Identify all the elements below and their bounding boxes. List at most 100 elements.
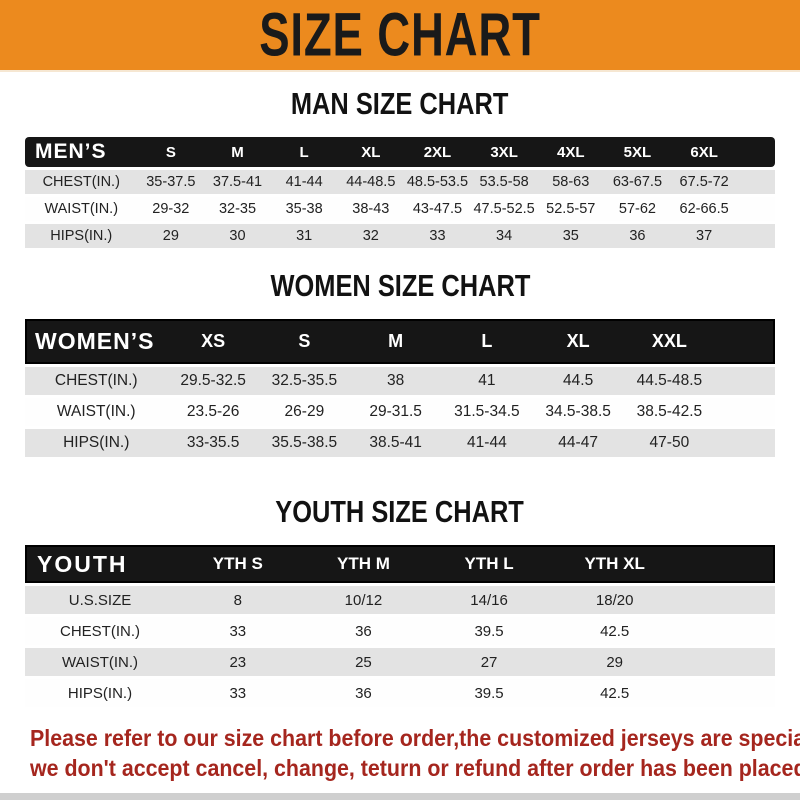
cell-value: 38.5-42.5 (636, 403, 703, 420)
cell-value: 29-32 (152, 201, 190, 217)
women-size-table: WOMEN’S XS S M L XL XXL CHEST(IN.) 29.5-32.5 32.5… (25, 316, 775, 460)
column-header: S (165, 143, 176, 161)
cell-value: 35-38 (285, 201, 323, 217)
cell-value: 23 (229, 653, 247, 671)
cell-value: 42.5 (600, 684, 630, 702)
cell-value: 67.5-72 (679, 174, 729, 190)
cell-value: 29.5-32.5 (180, 372, 246, 389)
cell-value: 42.5 (600, 622, 630, 640)
cell-value: 33 (229, 622, 247, 640)
banner-title: SIZE CHART (259, 0, 541, 70)
table-row: HIPS(IN.) 33-35.5 35.5-38.5 38.5-41 41-44 44-… (25, 429, 775, 457)
cell-value: 32.5-35.5 (271, 372, 338, 389)
spacer-cell (715, 398, 775, 426)
cell-value: 44.5-48.5 (636, 372, 703, 389)
column-header: YTH XL (584, 554, 645, 573)
table-row: HIPS(IN.) 33 36 39.5 42.5 (25, 679, 775, 707)
row-label: HIPS(IN.) (67, 684, 133, 702)
cell-value: 32-35 (218, 201, 257, 217)
column-header: M (388, 331, 404, 351)
spacer-cell (738, 137, 776, 167)
cell-value: 43-47.5 (412, 201, 463, 217)
cell-value: 27 (480, 653, 498, 671)
cell-value: 10/12 (344, 591, 383, 609)
table-header-row: MEN’S S M L XL 2XL 3XL 4XL 5XL 6XL (25, 137, 775, 167)
cell-value: 41-44 (467, 434, 507, 451)
cell-value: 23.5-26 (186, 403, 240, 420)
cell-value: 29 (162, 228, 179, 244)
cell-value: 33 (229, 684, 247, 702)
cell-value: 18/20 (595, 591, 634, 609)
table-header-row: WOMEN’S XS S M L XL XXL (25, 319, 775, 364)
men-size-table: MEN’S S M L XL 2XL 3XL 4XL 5XL 6XL CHEST(IN.) 35-37… (25, 134, 775, 251)
cell-value: 31 (296, 228, 313, 244)
spacer-cell (678, 586, 776, 614)
column-header: S (298, 331, 311, 351)
row-label: HIPS(IN.) (50, 228, 113, 244)
cell-value: 34 (496, 228, 513, 244)
row-label: WAIST(IN.) (44, 201, 119, 217)
cell-value: 25 (355, 653, 372, 671)
cell-value: 37 (696, 228, 713, 244)
cell-value: 47.5-52.5 (473, 201, 535, 217)
spacer-cell (715, 367, 775, 395)
row-label: WAIST(IN.) (56, 403, 136, 420)
cell-value: 44-47 (558, 434, 598, 451)
table-row: U.S.SIZE 8 10/12 14/16 18/20 (25, 586, 775, 614)
cell-value: 8 (233, 591, 242, 609)
cell-value: 37.5-41 (212, 174, 263, 190)
cell-value: 62-66.5 (679, 201, 729, 217)
cell-value: 26-29 (284, 403, 325, 420)
column-header: 3XL (490, 143, 518, 161)
column-header: YTH S (212, 554, 263, 573)
bottom-edge-strip (0, 793, 800, 800)
table-title-cell: WOMEN’S (35, 328, 155, 354)
cell-value: 39.5 (474, 684, 504, 702)
table-row: HIPS(IN.) 29 30 31 32 33 34 35 36 37 (25, 224, 775, 248)
cell-value: 29-31.5 (369, 403, 422, 420)
table-row: CHEST(IN.) 35-37.5 37.5-41 41-44 44-48.5 48.5… (25, 170, 775, 194)
spacer-cell (738, 224, 776, 248)
column-header: YTH M (336, 554, 390, 573)
cell-value: 33-35.5 (186, 434, 240, 451)
column-header: XS (201, 331, 226, 351)
order-disclaimer: Please refer to our size chart before or… (30, 723, 800, 783)
cell-value: 34.5-38.5 (545, 403, 611, 420)
cell-value: 35-37.5 (146, 174, 196, 190)
table-header-row: YOUTH YTH S YTH M YTH L YTH XL (25, 545, 775, 583)
cell-value: 41 (478, 372, 496, 389)
table-row: WAIST(IN.) 29-32 32-35 35-38 38-43 43-47.5 47.… (25, 197, 775, 221)
column-header: L (299, 143, 309, 161)
cell-value: 63-67.5 (612, 174, 663, 190)
table-title-cell: MEN’S (35, 140, 107, 163)
cell-value: 36 (355, 622, 372, 640)
cell-value: 38-43 (352, 201, 390, 217)
column-header: 5XL (623, 143, 652, 161)
cell-value: 58-63 (552, 174, 590, 190)
cell-value: 35.5-38.5 (271, 434, 338, 451)
disclaimer-line-2: we don't accept cancel, change, teturn o… (30, 755, 800, 781)
cell-value: 39.5 (474, 622, 504, 640)
column-header: XL (361, 143, 381, 161)
row-label: WAIST(IN.) (61, 653, 139, 671)
spacer-cell (738, 170, 776, 194)
cell-value: 14/16 (470, 591, 508, 609)
size-chart-banner: SIZE CHART (0, 0, 800, 72)
cell-value: 33 (429, 228, 446, 244)
youth-section-heading: YOUTH SIZE CHART (0, 494, 800, 530)
table-row: CHEST(IN.) 29.5-32.5 32.5-35.5 38 41 44.5 44.5… (25, 367, 775, 395)
cell-value: 35 (562, 228, 579, 244)
column-header: XXL (651, 331, 687, 351)
cell-value: 57-62 (618, 201, 656, 217)
cell-value: 31.5-34.5 (454, 403, 520, 420)
cell-value: 44-48.5 (346, 174, 396, 190)
spacer-cell (678, 545, 776, 583)
men-section-heading-text: MAN SIZE CHART (291, 86, 509, 121)
spacer-cell (678, 679, 776, 707)
table-row: CHEST(IN.) 33 36 39.5 42.5 (25, 617, 775, 645)
youth-section-heading-text: YOUTH SIZE CHART (275, 494, 525, 529)
cell-value: 41-44 (285, 174, 323, 190)
table-title-cell: YOUTH (37, 550, 128, 577)
row-label: CHEST(IN.) (54, 372, 138, 389)
cell-value: 38 (387, 372, 405, 389)
